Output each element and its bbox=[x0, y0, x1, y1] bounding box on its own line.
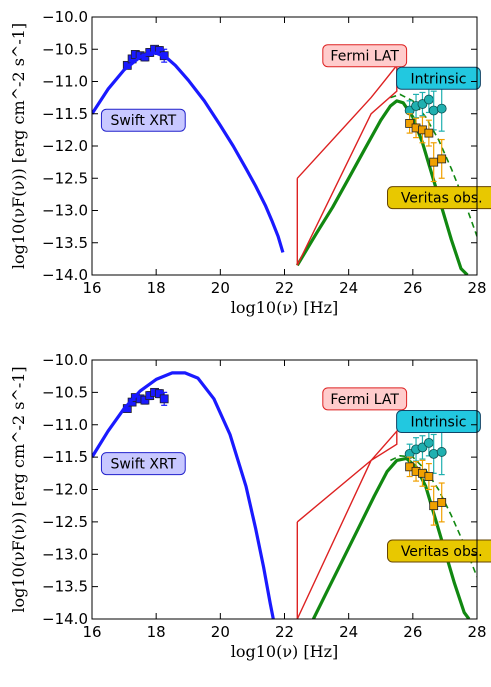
x-tick-label: 28 bbox=[467, 279, 486, 297]
data-point bbox=[437, 154, 447, 164]
fermi-lat-butterfly bbox=[296, 63, 398, 266]
x-tick-label: 26 bbox=[403, 623, 422, 641]
annotation-2: Intrinsic bbox=[396, 66, 481, 90]
annotation-label: Swift XRT bbox=[110, 457, 176, 473]
data-point bbox=[429, 157, 439, 167]
annotation-2: Intrinsic bbox=[396, 410, 481, 434]
x-tick-label: 22 bbox=[275, 623, 294, 641]
annotation-label: Veritas obs. bbox=[401, 544, 483, 560]
y-tick-label: −11.0 bbox=[42, 416, 88, 434]
x-axis-label: log10(ν) [Hz] bbox=[231, 298, 339, 317]
x-tick-label: 20 bbox=[211, 623, 230, 641]
plot-area bbox=[92, 44, 477, 275]
annotation-1: Fermi LAT bbox=[322, 44, 408, 68]
data-point bbox=[437, 498, 447, 507]
x-tick-label: 24 bbox=[339, 623, 358, 641]
y-tick-label: −10.0 bbox=[42, 8, 88, 26]
x-tick-label: 28 bbox=[467, 623, 486, 641]
y-tick-label: −12.5 bbox=[42, 169, 88, 187]
y-tick-label: −12.0 bbox=[42, 137, 88, 155]
model-curve-2 bbox=[295, 99, 469, 275]
y-tick-label: −14.0 bbox=[42, 610, 88, 628]
annotation-box bbox=[322, 44, 408, 68]
y-tick-label: −13.5 bbox=[42, 234, 88, 252]
data-point bbox=[436, 103, 447, 114]
annotation-label: Fermi LAT bbox=[330, 392, 399, 408]
annotation-box bbox=[100, 452, 186, 476]
data-point bbox=[140, 395, 150, 405]
y-tick-label: −12.0 bbox=[42, 481, 88, 499]
data-point bbox=[423, 437, 434, 448]
model-curve-1 bbox=[92, 51, 285, 253]
annotation-label: Veritas obs. bbox=[401, 191, 483, 207]
annotation-0: Swift XRT bbox=[100, 452, 186, 476]
x-tick-label: 16 bbox=[82, 279, 101, 297]
data-point bbox=[424, 128, 434, 138]
y-tick-label: −14.0 bbox=[42, 266, 88, 284]
y-tick-label: −12.5 bbox=[42, 513, 88, 531]
y-tick-label: −10.5 bbox=[42, 40, 88, 58]
y-tick-label: −13.0 bbox=[42, 202, 88, 220]
y-tick-label: −11.5 bbox=[42, 105, 88, 123]
model-curve-2 bbox=[311, 456, 471, 619]
data-point bbox=[428, 448, 439, 459]
annotation-box bbox=[100, 108, 186, 132]
data-point bbox=[428, 105, 439, 116]
annotation-box bbox=[387, 539, 491, 563]
data-point bbox=[423, 94, 434, 105]
data-point bbox=[159, 394, 169, 404]
annotation-box bbox=[387, 186, 491, 210]
x-tick-label: 26 bbox=[403, 279, 422, 297]
data-point bbox=[424, 472, 434, 481]
annotation-3: Veritas obs. bbox=[387, 186, 491, 210]
x-axis-label: log10(ν) [Hz] bbox=[231, 642, 339, 661]
y-tick-label: −10.0 bbox=[42, 351, 88, 369]
x-tick-label: 16 bbox=[82, 623, 101, 641]
y-tick-label: −10.5 bbox=[42, 383, 88, 401]
data-point bbox=[405, 119, 415, 128]
annotation-label: Intrinsic bbox=[411, 71, 467, 87]
y-axis-label: log10(νF(ν)) [erg cm^-2 s^-1] bbox=[9, 366, 28, 612]
y-axis-label: log10(νF(ν)) [erg cm^-2 s^-1] bbox=[9, 23, 28, 269]
y-tick-label: −13.0 bbox=[42, 545, 88, 563]
annotation-label: Swift XRT bbox=[110, 113, 176, 129]
y-tick-label: −11.0 bbox=[42, 73, 88, 91]
annotation-0: Swift XRT bbox=[100, 108, 186, 132]
annotation-1: Fermi LAT bbox=[322, 387, 408, 411]
chart-panel-1: Swift XRT Fermi LAT Intrinsic Veritas obs. 1… bbox=[9, 8, 491, 317]
annotation-3: Veritas obs. bbox=[387, 539, 491, 563]
data-point bbox=[405, 462, 415, 472]
annotation-label: Intrinsic bbox=[411, 415, 467, 431]
plot-area bbox=[92, 371, 477, 619]
chart-panel-2: Swift XRT Fermi LAT Intrinsic Veritas obs. 1… bbox=[9, 351, 491, 661]
data-point bbox=[429, 501, 439, 511]
x-tick-label: 24 bbox=[339, 279, 358, 297]
x-tick-label: 18 bbox=[147, 623, 166, 641]
y-tick-label: −11.5 bbox=[42, 448, 88, 466]
x-tick-label: 22 bbox=[275, 279, 294, 297]
data-point bbox=[436, 447, 447, 457]
model-curve-1 bbox=[92, 371, 275, 619]
annotation-box bbox=[396, 410, 481, 434]
annotation-box bbox=[396, 66, 481, 90]
y-tick-label: −13.5 bbox=[42, 578, 88, 596]
annotation-box bbox=[322, 387, 408, 411]
fermi-lat-butterfly bbox=[296, 429, 398, 619]
x-tick-label: 20 bbox=[211, 279, 230, 297]
x-tick-label: 18 bbox=[147, 279, 166, 297]
annotation-label: Fermi LAT bbox=[330, 49, 399, 65]
data-point bbox=[154, 389, 164, 399]
